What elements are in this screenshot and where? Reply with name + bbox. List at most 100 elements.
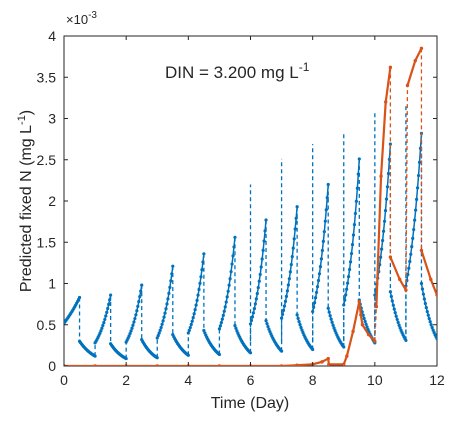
- series-blue-point: [132, 320, 136, 324]
- y-tick-label: 0: [48, 358, 56, 374]
- series-blue-point: [166, 297, 170, 301]
- series-orange-segment: [398, 278, 407, 291]
- series-blue-point: [219, 321, 223, 325]
- series-orange-point: [320, 360, 324, 364]
- series-orange-point: [217, 364, 222, 366]
- series-blue-point: [420, 287, 425, 291]
- series-blue-point: [350, 243, 355, 247]
- series-blue-point: [191, 316, 195, 320]
- series-blue-point: [392, 307, 396, 311]
- series-blue-point: [317, 272, 322, 276]
- series-orange-point: [327, 362, 331, 366]
- series-blue-point: [390, 299, 394, 303]
- series-blue-point: [351, 233, 356, 237]
- series-blue-point: [259, 265, 263, 269]
- series-blue-point: [353, 211, 358, 216]
- series-blue-point: [250, 315, 255, 319]
- series-blue-point: [220, 317, 224, 321]
- series-orange-point: [379, 174, 383, 178]
- series-blue-point: [385, 185, 390, 189]
- series-blue-point: [200, 268, 204, 272]
- din-annotation: DIN = 3.200 mg L-1: [165, 60, 310, 82]
- series-orange-point: [295, 363, 299, 366]
- series-blue-point: [409, 252, 413, 256]
- series-blue-point: [164, 307, 168, 311]
- series-blue-point: [297, 319, 301, 324]
- series-blue-point: [424, 306, 428, 310]
- series-blue-point: [102, 320, 106, 325]
- series-blue-point: [314, 290, 319, 295]
- y-tick-label: 3: [48, 111, 56, 127]
- series-orange-segment: [405, 85, 409, 291]
- series-orange-segment: [281, 364, 298, 366]
- series-blue-point: [322, 230, 326, 234]
- series-blue-point: [137, 300, 141, 304]
- series-blue-point: [189, 322, 193, 327]
- y-tick-label: 2: [48, 193, 56, 209]
- series-orange-point: [388, 65, 393, 70]
- series-blue-point: [347, 274, 351, 279]
- series-blue-point: [394, 314, 398, 318]
- series-blue-point: [363, 319, 367, 324]
- series-blue-point: [133, 316, 137, 321]
- series-blue-point: [313, 301, 317, 305]
- series-blue-point: [230, 262, 234, 266]
- series-blue-point: [381, 229, 386, 233]
- series-blue-point: [161, 319, 165, 323]
- series-orange-segment: [358, 301, 362, 315]
- series-blue-point: [326, 306, 330, 310]
- series-blue-point: [393, 311, 397, 315]
- series-blue-point: [234, 326, 238, 330]
- series-blue-point: [193, 308, 197, 312]
- series-blue-point: [316, 278, 321, 283]
- series-blue-point: [395, 317, 399, 322]
- series-blue-point: [373, 293, 377, 297]
- series-blue-point: [290, 255, 294, 259]
- series-blue-point: [225, 295, 229, 299]
- series-orange-point: [398, 277, 402, 282]
- series-blue-point: [429, 323, 433, 327]
- series-blue-point: [413, 218, 417, 222]
- series-blue-point: [105, 310, 109, 315]
- series-blue-point: [260, 257, 264, 261]
- series-blue-point: [264, 319, 268, 323]
- y-axis-title: Predicted fixed N (mg L-1): [16, 110, 35, 292]
- series-blue-point: [217, 327, 222, 331]
- series-blue-point: [288, 270, 292, 274]
- series-orange-segment: [297, 363, 313, 366]
- series-blue-point: [168, 285, 172, 289]
- series-blue-point: [188, 325, 192, 330]
- series-blue-point: [428, 320, 432, 324]
- series-orange-point: [342, 362, 346, 366]
- series-blue-point: [287, 277, 291, 281]
- series-blue-point: [323, 219, 327, 223]
- series-blue-point: [408, 259, 412, 264]
- series-orange-point: [345, 354, 349, 358]
- series-blue-point: [349, 251, 354, 256]
- series-blue-point: [419, 281, 424, 286]
- series-blue-point: [282, 304, 287, 308]
- series-orange-point: [413, 59, 417, 63]
- series-blue-point: [162, 315, 166, 319]
- series-blue-point: [398, 326, 402, 330]
- series-blue-point: [416, 173, 421, 178]
- series-blue-point: [382, 219, 387, 223]
- series-blue-point: [202, 252, 206, 256]
- series-blue-point: [291, 246, 295, 250]
- series-blue-point: [346, 281, 350, 285]
- series-orange-point: [326, 356, 330, 361]
- series-blue-point: [165, 302, 169, 306]
- series-blue-point: [158, 328, 162, 333]
- series-blue-point: [136, 304, 140, 308]
- x-tick-label: 12: [429, 372, 445, 388]
- series-blue-point: [190, 319, 194, 323]
- series-blue-point: [258, 272, 262, 277]
- series-blue-point: [318, 264, 323, 269]
- series-blue-point: [325, 196, 329, 200]
- series-blue-point: [196, 293, 200, 297]
- series-orange-point: [384, 100, 388, 104]
- series-blue-point: [417, 160, 422, 165]
- series-blue-point: [160, 322, 164, 326]
- y-tick-label: 0.5: [37, 317, 57, 333]
- series-orange-point: [429, 277, 433, 282]
